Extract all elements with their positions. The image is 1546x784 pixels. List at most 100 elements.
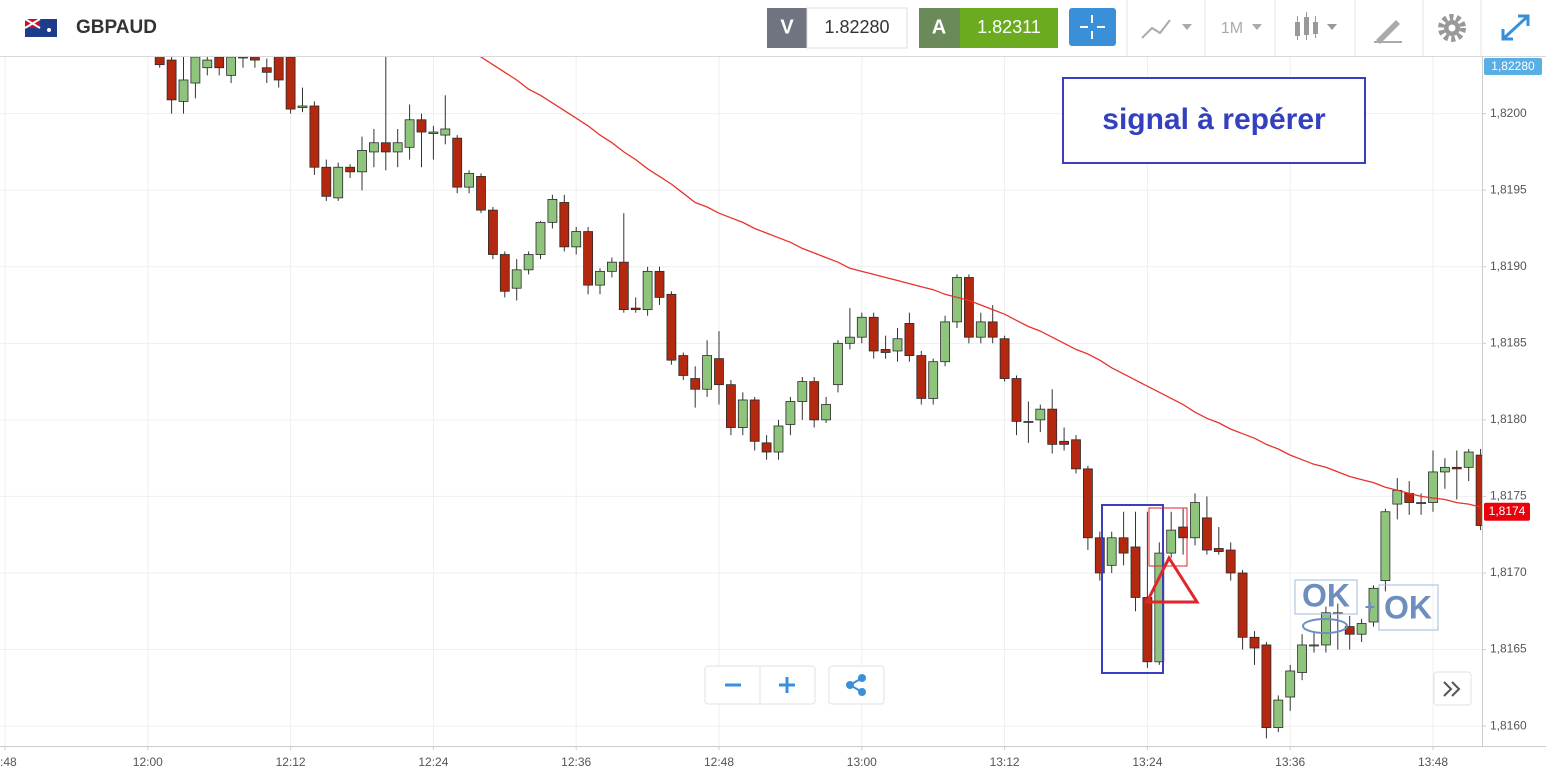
candle-body — [321, 166, 332, 197]
candle-body — [1166, 529, 1177, 554]
candle-body — [273, 57, 284, 81]
candle-body — [1261, 644, 1272, 729]
candle-body — [1440, 466, 1450, 473]
candle-body — [499, 254, 510, 292]
sell-price-box[interactable] — [806, 7, 908, 49]
candle-body — [249, 57, 260, 61]
candle-body — [261, 67, 272, 73]
candle-body — [1094, 537, 1105, 574]
candle-body — [1071, 439, 1081, 470]
candle-body — [285, 57, 296, 110]
candle-body — [214, 57, 225, 69]
moving-average — [479, 57, 1481, 508]
candle-body — [511, 269, 522, 289]
x-tick-label: 1:48 — [0, 755, 17, 769]
candle-body — [630, 307, 641, 311]
candle-body — [868, 316, 879, 352]
bid-tag — [1484, 58, 1542, 75]
candle-body — [1237, 572, 1248, 638]
crosshair-icon — [1080, 15, 1105, 39]
candle-body — [1475, 454, 1482, 526]
candle-body — [1083, 468, 1093, 539]
candle-body — [892, 338, 903, 352]
crosshair-button[interactable] — [1069, 8, 1116, 46]
candle-body — [749, 399, 760, 442]
ok-ellipse — [1302, 618, 1348, 634]
candle-body — [1451, 466, 1462, 470]
zoom-controls — [704, 665, 816, 705]
candle-body — [1392, 489, 1403, 505]
candle-body — [1309, 644, 1319, 647]
candle-body — [428, 131, 439, 134]
x-tick-label: 13:36 — [1275, 755, 1305, 769]
settings-button[interactable] — [1438, 14, 1466, 42]
scroll-end-button[interactable] — [1433, 671, 1472, 706]
ok-plus: + — [1365, 597, 1376, 617]
candle-body — [1416, 502, 1426, 504]
y-tick-label: 1,8195 — [1490, 182, 1527, 196]
x-tick-label: 12:00 — [133, 755, 163, 769]
candle-body — [404, 119, 415, 148]
candle-body — [1130, 546, 1141, 598]
candle-body — [357, 149, 367, 173]
candle-body — [368, 142, 379, 153]
candle-body — [1011, 378, 1022, 422]
y-tick-label: 1,8160 — [1490, 718, 1527, 732]
candle-body — [154, 57, 165, 66]
draw-button[interactable] — [1374, 20, 1402, 44]
timeframe-caret — [1252, 24, 1262, 30]
candle-body — [856, 316, 867, 338]
candle-body — [880, 349, 891, 353]
callout-text: signal à repérer — [1102, 103, 1326, 136]
candle-body — [964, 277, 974, 338]
fullscreen-button[interactable] — [1501, 14, 1530, 41]
candle-body — [1428, 471, 1438, 503]
candle-body — [1380, 511, 1391, 582]
chart-type-button[interactable] — [1295, 12, 1337, 40]
candle-body — [416, 119, 427, 133]
candle-body — [797, 381, 808, 402]
y-tick-label: 1,8190 — [1490, 259, 1527, 273]
y-tick-label: 1,8180 — [1490, 412, 1527, 426]
signal-triangle — [1144, 554, 1200, 604]
share-button[interactable] — [828, 665, 885, 705]
candle-body — [1225, 549, 1236, 574]
candle-body — [940, 321, 950, 363]
ok-box — [1378, 584, 1439, 631]
candle-body — [1368, 587, 1379, 623]
indicator-button[interactable] — [1141, 19, 1192, 39]
candle-body — [452, 137, 463, 188]
x-tick-label: 13:00 — [847, 755, 877, 769]
candle-body — [607, 261, 617, 272]
candle-body — [1023, 421, 1034, 423]
candle-body — [1142, 597, 1153, 663]
candle-body — [297, 105, 308, 108]
timeframe[interactable]: 1M — [1221, 20, 1243, 37]
candle-body — [952, 277, 962, 323]
candle-body — [190, 57, 201, 84]
buy-price-box[interactable] — [960, 8, 1058, 48]
candle-body — [1213, 548, 1224, 552]
candle-body — [1118, 537, 1129, 554]
candle-body — [1344, 626, 1355, 635]
candle-body — [618, 261, 629, 311]
x-tick-label: 12:36 — [561, 755, 591, 769]
y-tick-label: 1,8165 — [1490, 642, 1527, 656]
ok-label: OK — [1384, 589, 1432, 625]
y-tick-label: 1,8175 — [1490, 489, 1527, 503]
candle-body — [773, 425, 784, 453]
candle-body — [845, 336, 855, 344]
candle-body — [678, 355, 689, 376]
toolbar-dividers — [1126, 0, 1482, 56]
ok-label: OK — [1302, 577, 1350, 613]
candle-body — [238, 57, 248, 59]
candle-body — [1106, 537, 1117, 566]
candle-body — [916, 355, 927, 399]
candle-body — [595, 270, 605, 286]
last-price-tag — [1484, 502, 1530, 521]
buy-button[interactable] — [919, 8, 960, 48]
sell-button[interactable] — [767, 8, 807, 48]
candle-body — [547, 198, 558, 223]
candle-body — [833, 342, 843, 386]
plot — [154, 57, 1482, 739]
